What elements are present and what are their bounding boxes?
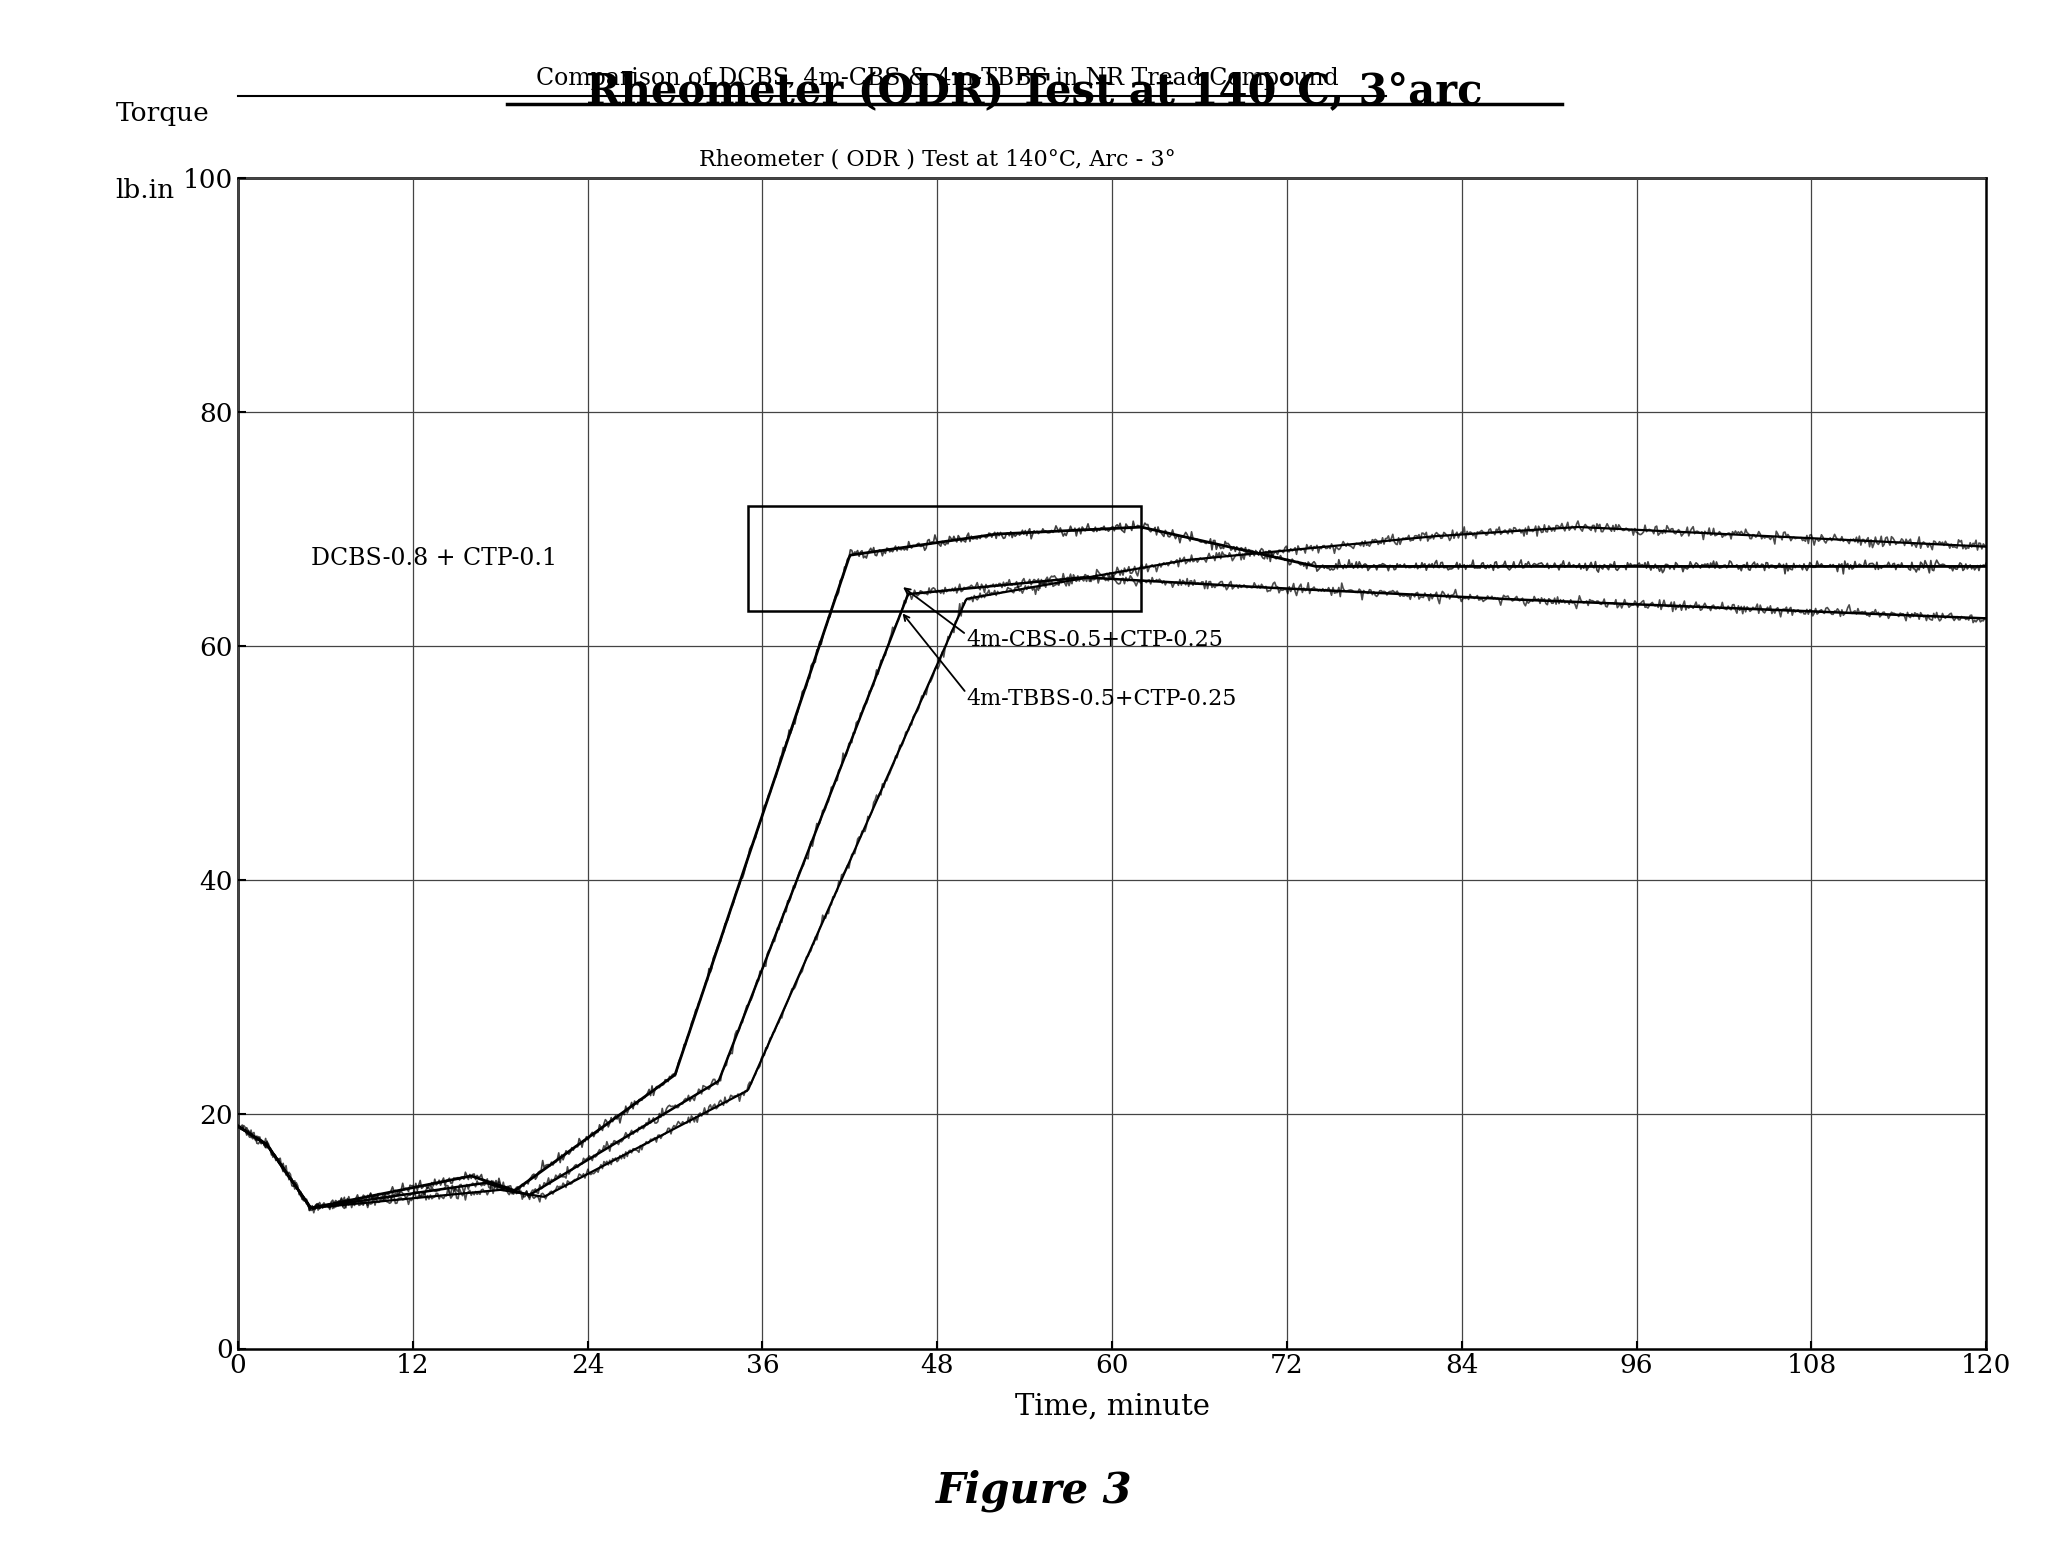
- Text: Torque: Torque: [116, 101, 209, 126]
- Bar: [747, 505, 1142, 611]
- Text: Rheometer (ODR) Test at 140°C, 3°arc: Rheometer (ODR) Test at 140°C, 3°arc: [586, 70, 1483, 112]
- Text: 4m-CBS-0.5+CTP-0.25: 4m-CBS-0.5+CTP-0.25: [966, 629, 1223, 651]
- Text: Comparison of DCBS, 4m-CBS & 4m-TBBS in NR Tread Compound: Comparison of DCBS, 4m-CBS & 4m-TBBS in …: [536, 68, 1339, 90]
- Text: Rheometer ( ODR ) Test at 140°C, Arc - 3°: Rheometer ( ODR ) Test at 140°C, Arc - 3…: [699, 149, 1175, 170]
- Text: DCBS-0.8 + CTP-0.1: DCBS-0.8 + CTP-0.1: [310, 547, 557, 570]
- Text: Figure 3: Figure 3: [935, 1469, 1134, 1513]
- X-axis label: Time, minute: Time, minute: [1014, 1392, 1210, 1420]
- Text: lb.in: lb.in: [116, 178, 174, 203]
- Text: 4m-TBBS-0.5+CTP-0.25: 4m-TBBS-0.5+CTP-0.25: [966, 688, 1237, 710]
